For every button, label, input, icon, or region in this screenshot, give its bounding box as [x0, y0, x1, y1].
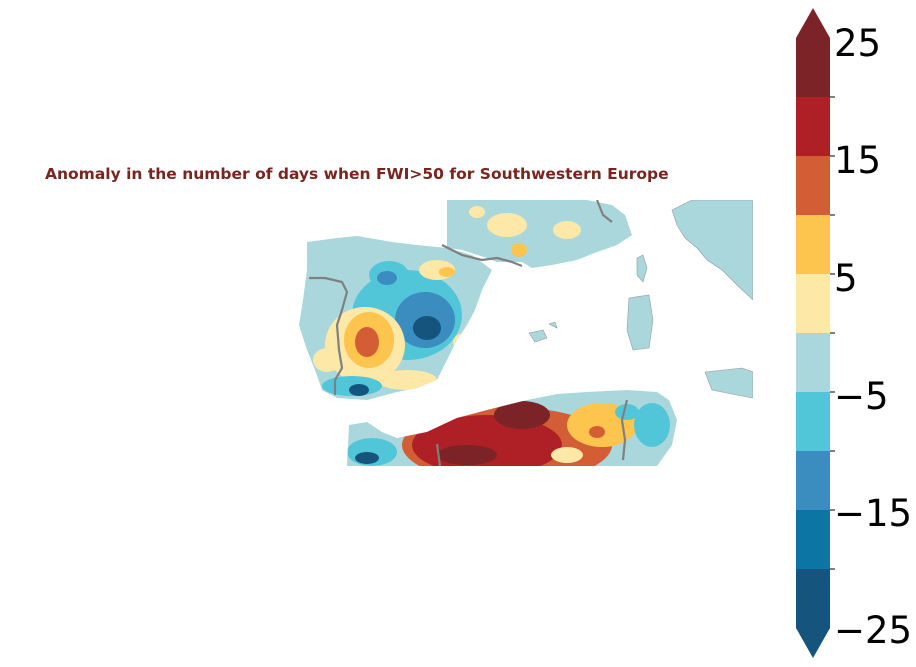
- balearic-islands: [528, 321, 558, 343]
- colorbar-tick-label: −5: [834, 375, 889, 418]
- colorbar-segment: [796, 274, 830, 334]
- colorbar-segment: [796, 97, 830, 157]
- colorbar: [796, 8, 835, 658]
- colorbar-tick-label: −25: [834, 609, 913, 652]
- country-borders: [309, 200, 629, 466]
- italy-landmass: [671, 200, 753, 301]
- colorbar-tick-label: 5: [834, 257, 858, 300]
- colorbar-segment: [796, 392, 830, 452]
- sardinia-island: [626, 294, 654, 351]
- colorbar-segment: [796, 333, 830, 393]
- colorbar-extend-min: [796, 628, 830, 658]
- colorbar-segment: [796, 510, 830, 570]
- colorbar-segment: [796, 569, 830, 629]
- chart-title: Anomaly in the number of days when FWI>5…: [45, 165, 669, 183]
- colorbar-tick-label: −15: [834, 492, 913, 535]
- colorbar-tick-label: 15: [834, 139, 882, 182]
- colorbar-segment: [796, 156, 830, 216]
- colorbar-tick-label: 25: [834, 22, 882, 65]
- corsica-island: [636, 254, 648, 283]
- sicily-island: [704, 367, 753, 399]
- colorbar-segment: [796, 38, 830, 98]
- north-africa-region: [347, 390, 677, 466]
- colorbar-extend-max: [796, 8, 830, 38]
- anomaly-map: [299, 200, 753, 466]
- colorbar-segment: [796, 215, 830, 275]
- colorbar-segment: [796, 451, 830, 511]
